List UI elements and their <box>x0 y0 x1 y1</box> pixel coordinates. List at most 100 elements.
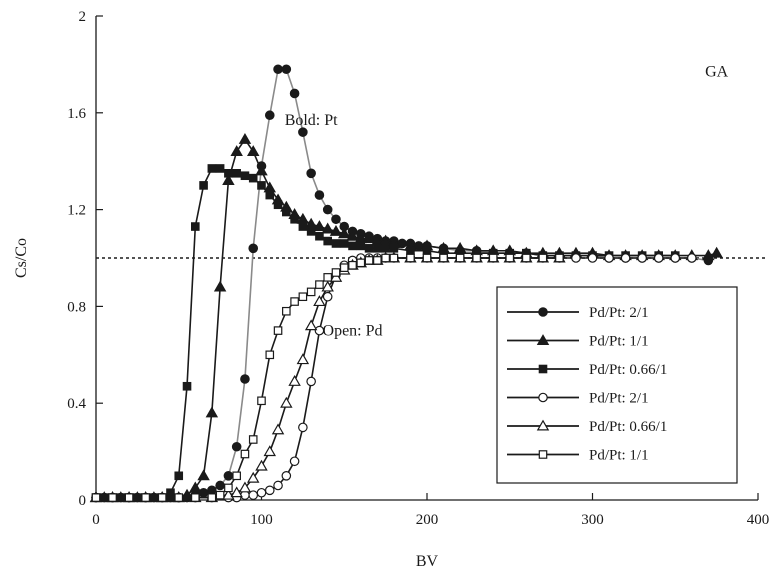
x-tick-label: 100 <box>250 512 273 528</box>
legend-marker <box>536 419 550 431</box>
data-point <box>439 253 448 263</box>
data-point <box>238 481 252 493</box>
data-point <box>587 253 598 263</box>
data-point <box>322 291 333 302</box>
data-point <box>215 490 225 500</box>
data-point <box>257 396 266 406</box>
legend-marker <box>536 334 550 345</box>
data-point <box>306 287 316 297</box>
data-point <box>273 326 283 335</box>
data-point <box>331 214 341 225</box>
data-point <box>555 253 564 263</box>
data-point <box>240 449 250 459</box>
data-point <box>91 493 101 502</box>
data-point <box>124 493 134 502</box>
data-point <box>264 110 275 121</box>
data-point <box>346 229 359 241</box>
series-5 <box>89 251 566 503</box>
series-6 <box>91 253 564 502</box>
data-point <box>246 145 260 157</box>
data-point <box>232 169 241 178</box>
data-point <box>306 227 316 236</box>
data-point <box>389 244 399 253</box>
data-point <box>248 173 258 183</box>
data-point <box>289 88 300 99</box>
x-tick-label: 200 <box>416 512 439 528</box>
data-point <box>313 295 326 307</box>
data-point <box>182 381 192 391</box>
data-point <box>298 422 308 433</box>
data-point <box>323 236 333 246</box>
legend-label: Pd/Pt: 2/1 <box>589 305 649 321</box>
data-point <box>314 325 325 336</box>
data-point <box>224 169 233 178</box>
data-point <box>321 222 334 234</box>
data-point <box>248 435 258 444</box>
data-point <box>265 190 275 200</box>
data-point <box>670 253 681 263</box>
y-tick-label: 1.6 <box>67 106 86 122</box>
data-point <box>273 480 283 491</box>
data-point <box>223 470 234 481</box>
data-point <box>620 253 631 263</box>
data-point <box>230 145 243 157</box>
legend: Pd/Pt: 2/1 Pd/Pt: 1/1 Pd/Pt: 0.66/1 Pd/Pt: … <box>496 286 738 484</box>
x-tick-label: 0 <box>92 512 100 528</box>
data-point <box>282 207 291 217</box>
data-point <box>389 253 399 263</box>
legend-item: Pd/Pt: 2/1 <box>507 305 649 321</box>
data-point <box>406 253 415 263</box>
data-point <box>108 493 117 502</box>
data-point <box>213 280 227 292</box>
data-point <box>315 231 324 241</box>
data-point <box>373 244 382 253</box>
data-point <box>257 181 266 190</box>
data-point <box>321 280 334 292</box>
data-point <box>263 445 277 457</box>
y-tick-label: 0.8 <box>67 299 86 315</box>
data-point <box>157 493 167 502</box>
data-point <box>322 204 333 215</box>
legend-marker <box>538 450 548 459</box>
data-point <box>240 374 250 384</box>
data-point <box>141 493 150 502</box>
legend-item: Pd/Pt: 2/1 <box>507 391 649 407</box>
data-point <box>455 253 465 263</box>
data-point <box>215 480 225 491</box>
data-point <box>505 253 515 263</box>
data-point <box>281 64 292 75</box>
data-point <box>653 253 664 263</box>
data-point <box>191 493 200 502</box>
data-point <box>290 214 299 224</box>
data-point <box>339 239 349 248</box>
annotation-3: Open: Pd <box>323 322 383 339</box>
data-point <box>364 244 374 253</box>
data-point <box>231 441 242 452</box>
data-point <box>215 164 225 173</box>
y-tick-label: 0 <box>79 493 87 509</box>
data-point <box>256 487 267 498</box>
legend-marker <box>538 307 548 317</box>
legend-marker <box>538 392 548 403</box>
legend-label: Pd/Pt: 0.66/1 <box>589 362 667 378</box>
legend-item: Pd/Pt: 1/1 <box>507 448 649 464</box>
data-point <box>189 481 202 493</box>
axes: 0 0.4 0.8 1.2 1.6 2 0 100 200 300 400 <box>67 9 769 528</box>
y-tick-label: 1.2 <box>67 203 86 219</box>
data-point <box>296 353 310 365</box>
data-point <box>604 253 614 263</box>
data-point <box>273 200 283 210</box>
data-point <box>265 350 275 360</box>
data-point <box>348 260 357 270</box>
data-point <box>362 232 376 244</box>
data-point <box>710 246 723 258</box>
data-point <box>222 174 235 186</box>
data-point <box>255 459 268 471</box>
data-point <box>329 224 343 236</box>
data-point <box>174 493 184 502</box>
legend-item: Pd/Pt: 1/1 <box>507 334 649 350</box>
data-point <box>521 253 531 263</box>
data-point <box>304 319 318 331</box>
data-point <box>314 190 325 200</box>
